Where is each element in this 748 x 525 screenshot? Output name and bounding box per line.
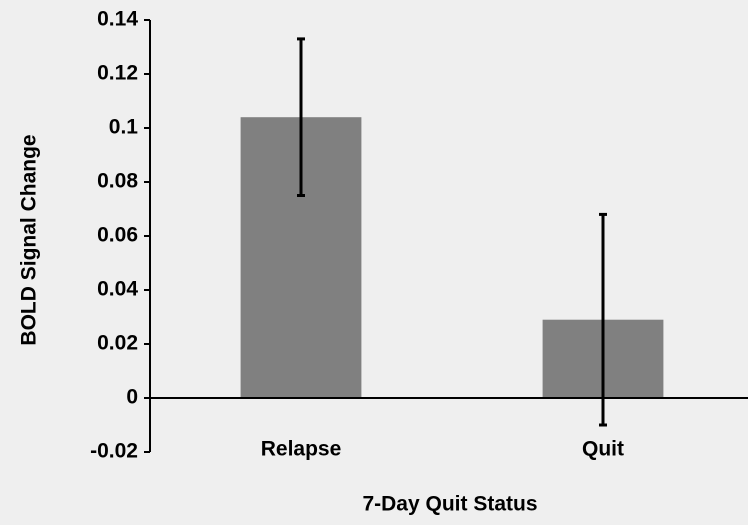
y-tick-label: 0.06: [97, 224, 138, 247]
y-tick-label: 0.04: [97, 278, 138, 301]
x-axis-title: 7-Day Quit Status: [362, 493, 537, 516]
x-tick-label: Quit: [582, 438, 624, 461]
y-axis-title: BOLD Signal Change: [18, 134, 41, 345]
y-tick-label: 0.1: [109, 116, 139, 139]
y-tick-label: 0.14: [97, 8, 138, 31]
y-tick-label: 0.12: [97, 62, 138, 85]
y-tick-label: 0.08: [97, 170, 138, 193]
y-tick-label: 0: [126, 386, 138, 409]
y-tick-label: -0.02: [90, 440, 138, 463]
x-tick-label: Relapse: [261, 438, 342, 461]
y-tick-label: 0.02: [97, 332, 138, 355]
